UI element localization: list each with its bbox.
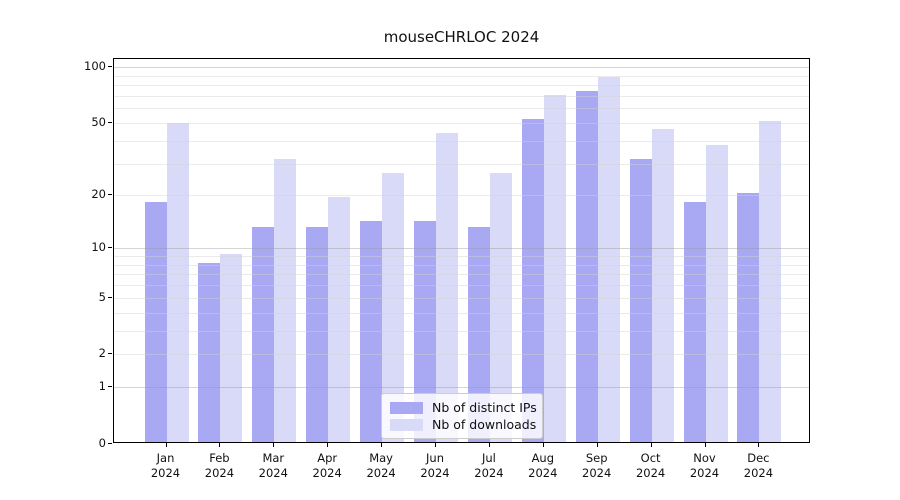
x-tick-mark	[758, 443, 760, 447]
y-tick-label: 50	[91, 115, 106, 129]
y-tick-mark	[108, 296, 112, 298]
minor-gridline	[114, 312, 809, 314]
legend-item-distinct-ips: Nb of distinct IPs	[390, 399, 537, 416]
bar-downloads-nov	[705, 145, 728, 442]
bar-distinct-ips-aug	[521, 119, 544, 442]
bar-distinct-ips-mar	[252, 226, 275, 442]
x-tick-label: Oct 2024	[635, 451, 666, 480]
y-tick-mark	[108, 443, 112, 444]
bar-distinct-ips-dec	[737, 193, 760, 442]
bar-distinct-ips-feb	[198, 262, 221, 442]
minor-gridline	[114, 163, 809, 165]
legend: Nb of distinct IPs Nb of downloads	[381, 393, 543, 439]
bar-downloads-jul	[489, 172, 512, 442]
y-tick-mark	[108, 353, 112, 355]
y-tick-label: 100	[84, 59, 106, 74]
bar-distinct-ips-oct	[629, 159, 652, 442]
y-tick-mark	[108, 194, 112, 196]
bar-downloads-aug	[543, 95, 566, 442]
minor-gridline	[114, 297, 809, 299]
minor-gridline	[114, 264, 809, 266]
x-tick-label: Mar 2024	[258, 451, 288, 480]
minor-gridline	[114, 285, 809, 287]
y-tick-label: 10	[91, 240, 106, 255]
x-tick-mark	[650, 443, 652, 447]
minor-gridline	[114, 274, 809, 276]
y-tick-label: 2	[98, 346, 106, 361]
minor-gridline	[114, 85, 809, 87]
y-tick-mark	[108, 247, 112, 249]
bar-downloads-mar	[274, 159, 297, 442]
minor-gridline	[114, 330, 809, 332]
x-tick-mark	[435, 443, 436, 447]
bar-downloads-jan	[166, 122, 189, 442]
x-tick-mark	[219, 443, 221, 447]
major-gridline	[114, 248, 809, 250]
chart-title: mouseCHRLOC 2024	[383, 28, 540, 46]
x-tick-label: Apr 2024	[312, 451, 342, 480]
y-tick-label: 0	[98, 436, 106, 450]
y-tick-label: 5	[98, 289, 106, 304]
minor-gridline	[114, 195, 809, 197]
x-tick-label: Feb 2024	[204, 451, 235, 480]
x-tick-label: Aug 2024	[528, 451, 558, 480]
bar-distinct-ips-sep	[575, 90, 598, 442]
legend-swatch-distinct-ips	[390, 401, 423, 414]
major-gridline	[114, 387, 809, 389]
minor-gridline	[114, 75, 809, 77]
bar-distinct-ips-jul	[467, 226, 490, 442]
x-tick-mark	[327, 443, 329, 447]
bar-downloads-oct	[651, 129, 674, 442]
legend-item-downloads: Nb of downloads	[390, 416, 537, 433]
bar-distinct-ips-may	[360, 220, 383, 442]
x-tick-mark	[596, 443, 598, 447]
minor-gridline	[114, 108, 809, 110]
minor-gridline	[114, 354, 809, 356]
x-tick-mark	[165, 443, 167, 447]
x-tick-mark	[488, 443, 490, 447]
bar-downloads-apr	[328, 197, 351, 442]
y-tick-label: 20	[91, 187, 106, 202]
legend-label-distinct-ips: Nb of distinct IPs	[432, 400, 537, 415]
bar-distinct-ips-nov	[683, 201, 706, 442]
major-gridline	[114, 67, 809, 69]
legend-swatch-downloads	[390, 418, 423, 431]
plot-area	[113, 58, 810, 443]
x-tick-label: Dec 2024	[743, 451, 774, 480]
bar-downloads-sep	[597, 77, 620, 442]
legend-label-downloads: Nb of downloads	[432, 417, 537, 432]
y-tick-mark	[108, 66, 112, 68]
bar-distinct-ips-jun	[414, 220, 436, 442]
x-tick-label: Jun 2024	[420, 451, 450, 480]
x-tick-label: Sep 2024	[582, 451, 612, 480]
y-tick-mark	[108, 386, 112, 388]
y-tick-mark	[108, 122, 112, 123]
y-tick-label: 1	[98, 379, 106, 394]
bar-downloads-jun	[436, 133, 458, 442]
minor-gridline	[114, 256, 809, 257]
x-tick-mark	[273, 443, 275, 447]
x-tick-mark	[381, 443, 383, 447]
bar-downloads-may	[382, 172, 405, 442]
x-tick-label: Jan 2024	[150, 451, 181, 480]
x-tick-label: Nov 2024	[689, 451, 720, 480]
bar-distinct-ips-jan	[144, 201, 167, 442]
minor-gridline	[114, 123, 809, 124]
x-tick-mark	[542, 443, 544, 447]
x-tick-label: Jul 2024	[474, 451, 504, 480]
bar-distinct-ips-apr	[306, 226, 329, 442]
minor-gridline	[114, 140, 809, 142]
bar-downloads-feb	[220, 254, 243, 442]
minor-gridline	[114, 96, 809, 97]
x-tick-label: May 2024	[366, 451, 396, 480]
bar-downloads-dec	[759, 121, 782, 442]
x-tick-mark	[704, 443, 706, 447]
